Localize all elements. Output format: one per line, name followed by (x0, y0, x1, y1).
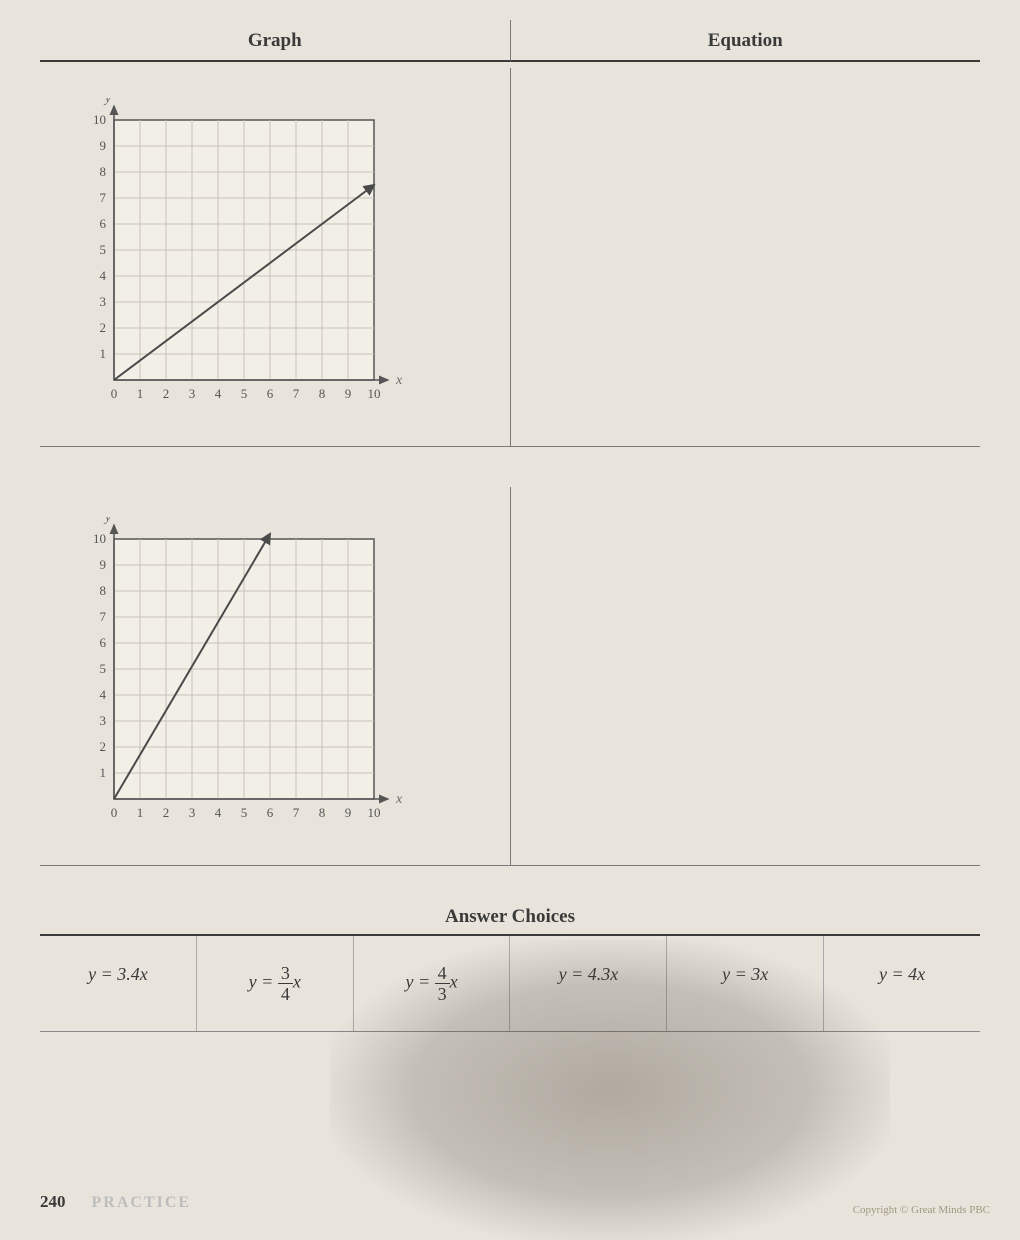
svg-text:6: 6 (267, 805, 274, 820)
answer-choice-4[interactable]: y = 4.3x (510, 936, 667, 1031)
svg-text:2: 2 (163, 386, 170, 401)
svg-text:9: 9 (100, 557, 107, 572)
svg-text:8: 8 (319, 386, 326, 401)
svg-text:6: 6 (100, 635, 107, 650)
svg-text:1: 1 (100, 765, 107, 780)
svg-text:y: y (103, 98, 112, 106)
svg-text:1: 1 (137, 805, 144, 820)
svg-text:1: 1 (137, 386, 144, 401)
svg-text:7: 7 (100, 190, 107, 205)
svg-text:x: x (395, 792, 403, 807)
row-2-equation-cell[interactable] (511, 487, 981, 865)
svg-text:6: 6 (267, 386, 274, 401)
svg-text:2: 2 (163, 805, 170, 820)
svg-text:0: 0 (111, 386, 118, 401)
footer-label: PRACTICE (92, 1194, 192, 1211)
answer-choices-heading: Answer Choices (40, 906, 980, 934)
answer-choice-6[interactable]: y = 4x (824, 936, 980, 1031)
row-1-graph-cell: 0 1 2 3 4 5 6 7 8 9 10 1 2 3 4 5 6 7 8 9 10 y x (40, 68, 511, 446)
svg-text:8: 8 (100, 583, 107, 598)
svg-text:2: 2 (100, 320, 107, 335)
worksheet-page: Graph Equation 01234567891012345678910yx… (0, 0, 1020, 1032)
svg-text:10: 10 (93, 531, 106, 546)
row-1: 0 1 2 3 4 5 6 7 8 9 10 1 2 3 4 5 6 7 8 9 10 y x (40, 68, 980, 447)
svg-text:9: 9 (345, 805, 352, 820)
svg-text:8: 8 (319, 805, 326, 820)
graph-2: 0 1 2 3 4 5 6 7 8 9 10 1 2 3 4 5 6 7 8 9 10 y x (80, 517, 404, 825)
svg-text:3: 3 (189, 805, 196, 820)
svg-text:7: 7 (293, 805, 300, 820)
svg-text:6: 6 (100, 216, 107, 231)
svg-text:9: 9 (100, 138, 107, 153)
svg-text:4: 4 (215, 805, 222, 820)
svg-text:10: 10 (368, 386, 381, 401)
svg-text:x: x (395, 373, 403, 388)
answer-choice-5[interactable]: y = 3x (667, 936, 824, 1031)
svg-text:7: 7 (100, 609, 107, 624)
svg-text:7: 7 (293, 386, 300, 401)
svg-text:5: 5 (241, 386, 248, 401)
svg-text:0: 0 (111, 805, 118, 820)
answer-choice-2[interactable]: y = 34x (197, 936, 354, 1031)
answer-choice-3[interactable]: y = 43x (354, 936, 511, 1031)
svg-text:2: 2 (100, 739, 107, 754)
svg-text:y: y (103, 517, 112, 525)
svg-text:4: 4 (100, 687, 107, 702)
svg-text:10: 10 (93, 112, 106, 127)
svg-text:8: 8 (100, 164, 107, 179)
svg-text:5: 5 (100, 242, 107, 257)
svg-text:3: 3 (100, 713, 107, 728)
header-graph: Graph (40, 20, 511, 62)
copyright-text: Copyright © Great Minds PBC (853, 1204, 990, 1216)
svg-text:3: 3 (100, 294, 107, 309)
svg-text:9: 9 (345, 386, 352, 401)
row-2-graph-cell: 0 1 2 3 4 5 6 7 8 9 10 1 2 3 4 5 6 7 8 9 10 y x (40, 487, 511, 865)
svg-text:3: 3 (189, 386, 196, 401)
column-headers: Graph Equation (40, 20, 980, 62)
page-number: 240 (40, 1192, 66, 1211)
header-equation: Equation (511, 20, 981, 62)
answer-choice-1[interactable]: y = 3.4x (40, 936, 197, 1031)
svg-text:5: 5 (241, 805, 248, 820)
svg-text:5: 5 (100, 661, 107, 676)
row-2: 0 1 2 3 4 5 6 7 8 9 10 1 2 3 4 5 6 7 8 9 10 y x (40, 487, 980, 866)
row-1-equation-cell[interactable] (511, 68, 981, 446)
svg-text:4: 4 (100, 268, 107, 283)
svg-text:4: 4 (215, 386, 222, 401)
graph-1: 0 1 2 3 4 5 6 7 8 9 10 1 2 3 4 5 6 7 8 9 10 y x (80, 98, 404, 406)
svg-text:1: 1 (100, 346, 107, 361)
svg-text:10: 10 (368, 805, 381, 820)
answer-choices-row: y = 3.4xy = 34xy = 43xy = 4.3xy = 3xy = … (40, 934, 980, 1032)
page-footer: 240 PRACTICE (40, 1192, 191, 1212)
